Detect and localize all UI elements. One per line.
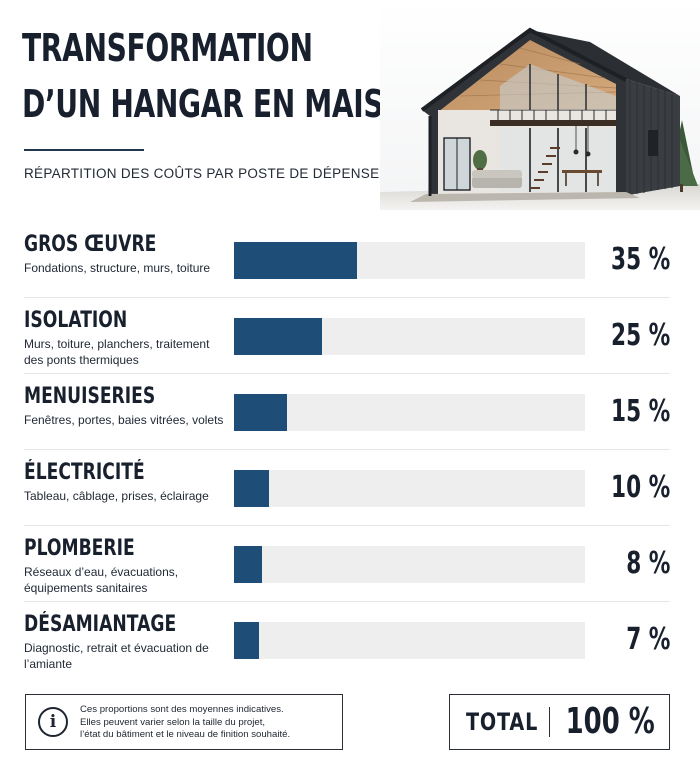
info-icon: i (38, 707, 68, 737)
total-box: TOTAL 100 % (449, 694, 670, 750)
row-divider (24, 601, 670, 602)
note-line-3: l’état du bâtiment et le niveau de finit… (80, 729, 291, 740)
chart-row: DÉSAMIANTAGE Diagnostic, retrait et évacu… (0, 602, 700, 678)
value-label: 35 % (610, 242, 670, 277)
value-label: 7 % (625, 622, 670, 657)
info-note-text: Ces proportions sont des moyennes indica… (80, 704, 338, 742)
category-description: Fondations, structure, murs, toiture (24, 261, 211, 275)
title-line-1: TRANSFORMATION (22, 26, 313, 70)
category-label: MENUISERIES (24, 384, 156, 409)
category-label: ISOLATION (24, 308, 128, 333)
title-line-2: D’UN HANGAR EN MAISON (22, 82, 430, 126)
row-divider (24, 449, 670, 450)
note-line-1: Ces proportions sont des moyennes indica… (80, 704, 284, 715)
bar (234, 546, 263, 583)
value-label: 15 % (610, 394, 670, 429)
category-description: Murs, toiture, planchers, traitement des… (24, 337, 210, 367)
bar-track (234, 394, 585, 431)
note-line-2: Elles peuvent varier selon la taille du … (80, 716, 266, 728)
bar-track (234, 318, 585, 355)
chart-row: GROS ŒUVRE Fondations, structure, murs, t… (0, 222, 700, 298)
category-description: Fenêtres, portes, baies vitrées, volets (24, 413, 224, 427)
total-value: 100 % (565, 701, 655, 742)
category-label: PLOMBERIE (24, 536, 135, 561)
value-label: 10 % (610, 470, 670, 505)
row-divider (24, 297, 670, 298)
value-label: 25 % (610, 318, 670, 353)
category-description: Réseaux d’eau, évacuations, équipements … (24, 565, 179, 595)
total-separator (549, 707, 550, 737)
row-divider (24, 525, 670, 526)
bar (234, 470, 270, 507)
info-note: i Ces proportions sont des moyennes indi… (25, 694, 343, 750)
title-divider (24, 149, 144, 151)
chart-row: PLOMBERIE Réseaux d’eau, évacuations, équ… (0, 526, 700, 602)
value-label: 8 % (625, 546, 670, 581)
chart-row: MENUISERIES Fenêtres, portes, baies vitré… (0, 374, 700, 450)
page-subtitle: RÉPARTITION DES COÛTS PAR POSTE DE DÉPEN… (24, 166, 380, 181)
chart-row: ÉLECTRICITÉ Tableau, câblage, prises, écl… (0, 450, 700, 526)
row-divider (24, 373, 670, 374)
bar-track (234, 470, 585, 507)
category-label: GROS ŒUVRE (24, 232, 157, 257)
bar (234, 242, 357, 279)
bar-track (234, 622, 585, 659)
bar (234, 622, 259, 659)
bar-track (234, 546, 585, 583)
bar (234, 394, 287, 431)
category-description: Diagnostic, retrait et évacuation de l’a… (24, 641, 209, 671)
hangar-house-illustration (380, 0, 700, 210)
category-label: DÉSAMIANTAGE (24, 612, 177, 637)
chart-row: ISOLATION Murs, toiture, planchers, trait… (0, 298, 700, 374)
total-label: TOTAL (466, 708, 539, 736)
bar-track (234, 242, 585, 279)
category-description: Tableau, câblage, prises, éclairage (24, 489, 209, 503)
category-label: ÉLECTRICITÉ (24, 460, 145, 485)
bar (234, 318, 322, 355)
